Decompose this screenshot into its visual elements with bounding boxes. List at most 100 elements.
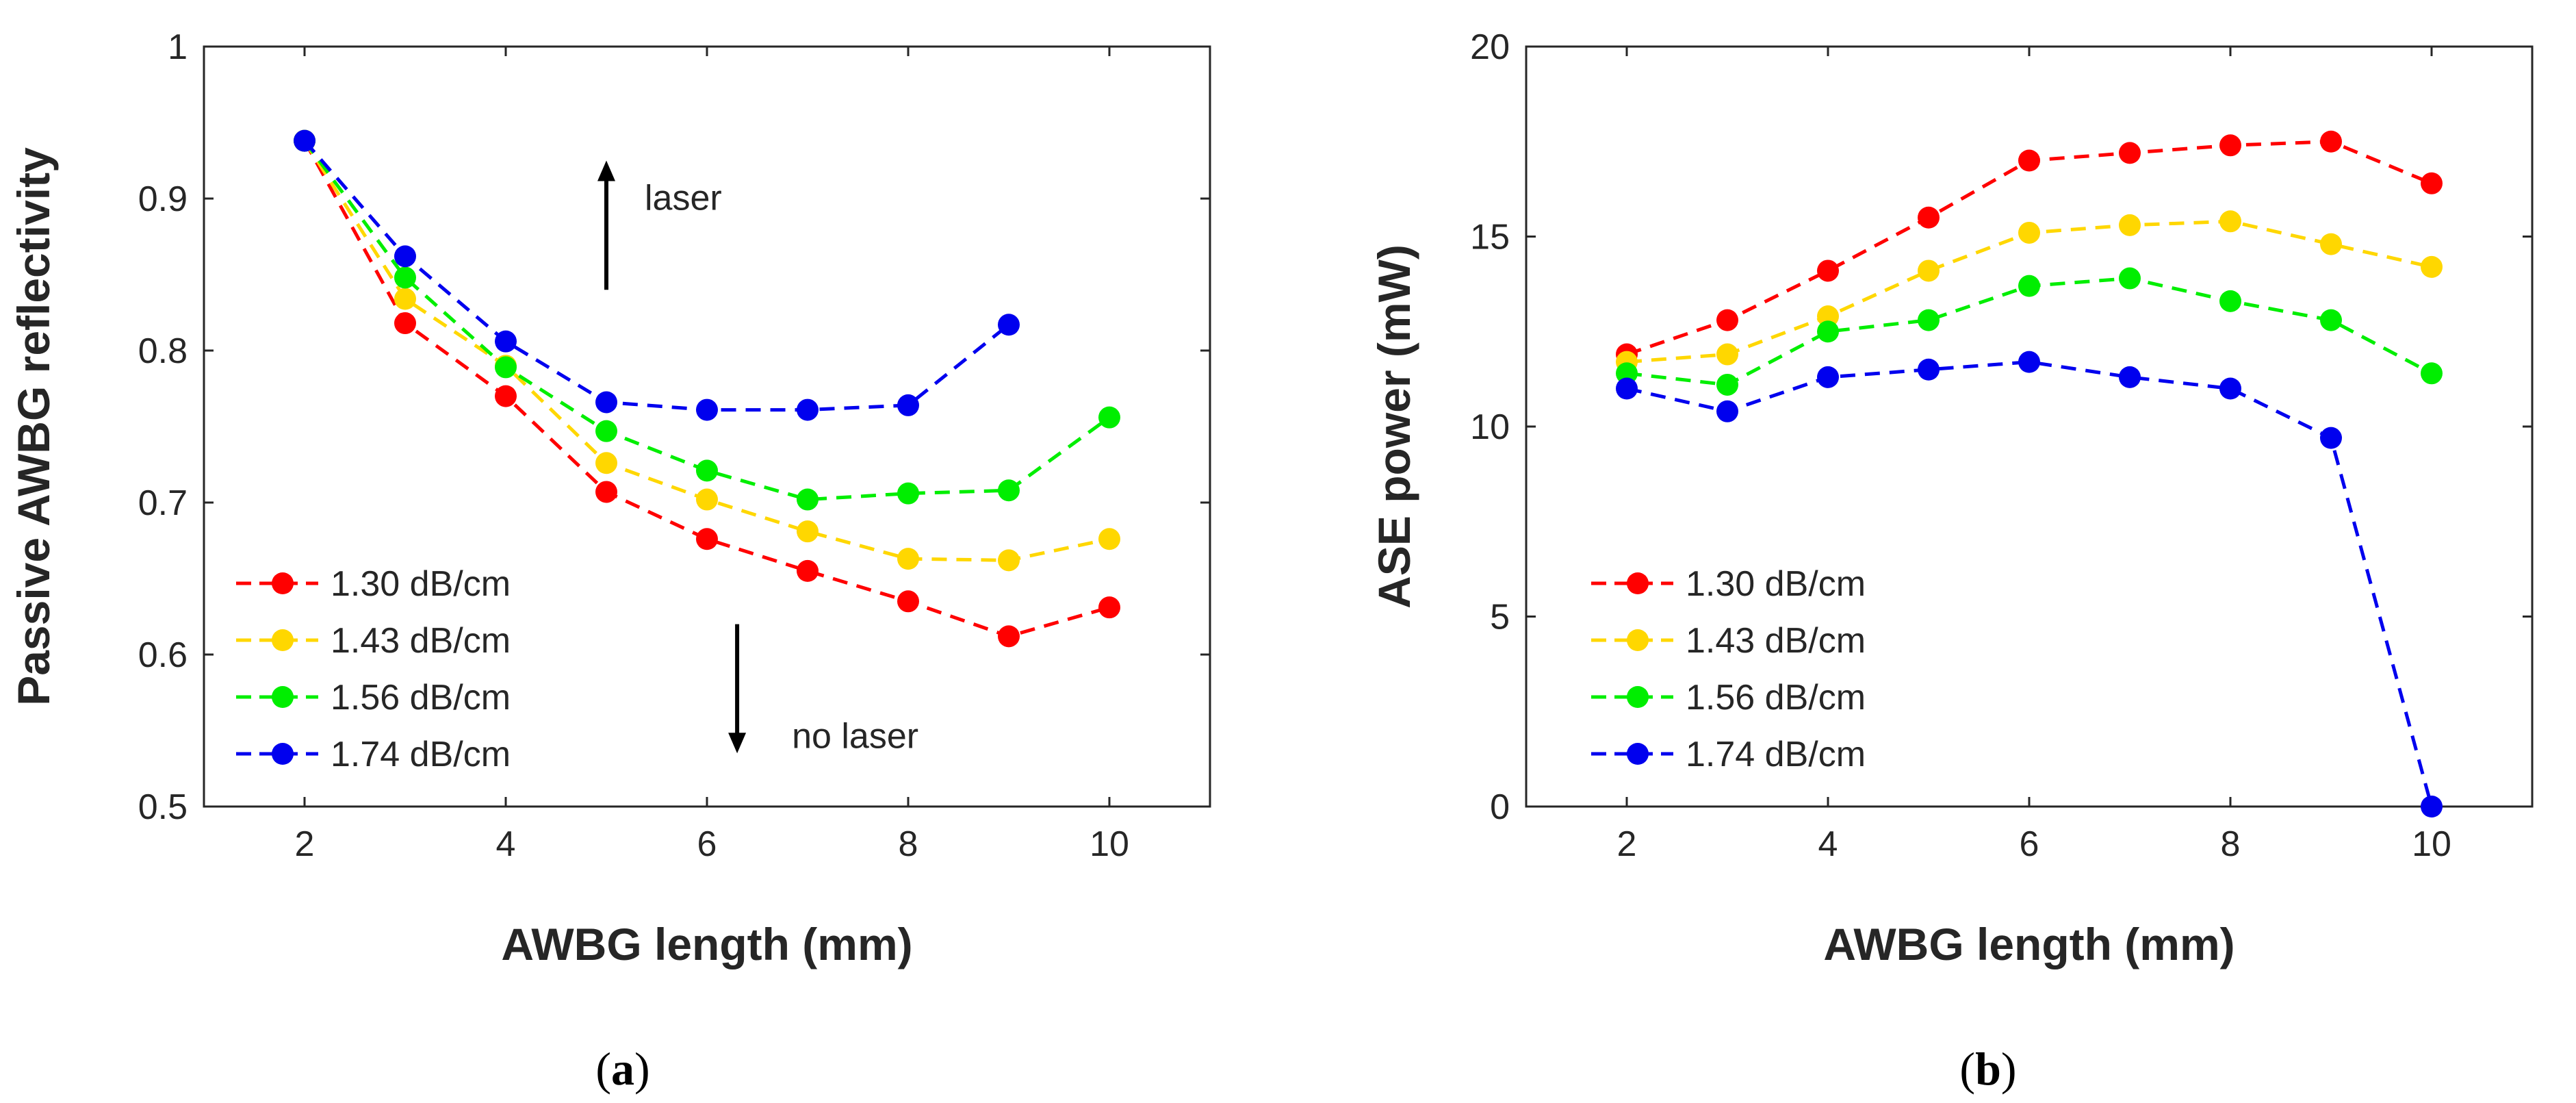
data-point: [1098, 528, 1120, 550]
y-tick-label: 0.8: [138, 331, 188, 371]
annotation-label: laser: [645, 179, 722, 218]
legend-marker: [272, 686, 294, 708]
chart-panel-a: 2 4 6 8 10 0.5 0.6 0.7 0.8 0.9 1 AWBG length (mm) Pa…: [8, 27, 1211, 1095]
annotation-label: no laser: [792, 716, 918, 756]
y-axis-title: ASE power (mW): [1369, 244, 1419, 609]
data-point: [394, 266, 416, 289]
data-point: [1616, 362, 1638, 385]
data-point: [2219, 290, 2241, 312]
data-point: [2320, 233, 2342, 255]
data-point: [394, 245, 416, 268]
y-tick-label: 20: [1470, 27, 1510, 67]
legend-label: 1.74 dB/cm: [1686, 735, 1866, 774]
series-line: [1626, 140, 2432, 356]
data-point: [1817, 366, 1839, 388]
y-axis-title: Passive AWBG reflectivity: [8, 147, 59, 706]
data-point: [998, 549, 1020, 572]
data-point: [2421, 255, 2443, 278]
data-point: [2320, 427, 2342, 449]
y-tick-label: 5: [1490, 598, 1510, 637]
y-tick-label: 1: [168, 27, 188, 67]
data-point: [394, 288, 416, 310]
data-point: [1918, 358, 1940, 381]
data-point: [2421, 362, 2443, 385]
data-point: [998, 625, 1020, 648]
data-point: [1918, 206, 1940, 229]
x-tick-label: 8: [899, 824, 918, 864]
chart-panel-b: 2 4 6 8 10 0 5 10 15 20 AWBG length (mm) ASE power …: [1369, 27, 2534, 1095]
y-tick-label: 15: [1470, 218, 1510, 257]
x-axis-title: AWBG length (mm): [1823, 919, 2234, 969]
data-point: [797, 488, 819, 511]
data-point: [1918, 259, 1940, 282]
annotation-laser: laser: [597, 160, 722, 290]
data-point: [1716, 373, 1738, 396]
legend-marker: [1627, 743, 1649, 765]
data-point: [1716, 400, 1738, 422]
data-point: [998, 479, 1020, 502]
x-tick-label: 8: [2221, 824, 2241, 864]
arrow-head-icon: [728, 733, 747, 754]
legend-marker: [1627, 686, 1649, 708]
data-point: [595, 452, 617, 474]
data-point: [2219, 210, 2241, 233]
data-point: [1098, 406, 1120, 429]
legend-marker: [1627, 572, 1649, 594]
arrow-head-icon: [597, 160, 615, 181]
data-point: [696, 459, 718, 482]
data-point: [797, 398, 819, 421]
data-point: [1817, 305, 1839, 328]
data-point: [2018, 149, 2040, 172]
legend: 1.30 dB/cm 1.43 dB/cm 1.56 dB/cm 1.74 dB/cm: [236, 564, 511, 774]
data-point: [797, 520, 819, 543]
y-tick-label: 0: [1490, 787, 1510, 827]
x-tick-label: 6: [2020, 824, 2039, 864]
data-point: [1716, 309, 1738, 331]
y-tick-label: 0.6: [138, 635, 188, 675]
data-point: [2219, 134, 2241, 157]
legend-label: 1.56 dB/cm: [1686, 678, 1866, 718]
data-point: [696, 528, 718, 550]
legend: 1.30 dB/cm 1.43 dB/cm 1.56 dB/cm 1.74 dB/cm: [1591, 564, 1866, 774]
data-point: [2119, 267, 2141, 290]
legend-label: 1.30 dB/cm: [331, 564, 511, 604]
legend-marker: [272, 743, 294, 765]
x-tick-label: 2: [1617, 824, 1637, 864]
data-point: [696, 488, 718, 511]
series-1-43-db-cm: [1616, 210, 2443, 373]
data-point: [2320, 130, 2342, 153]
series-1-56-db-cm: [1616, 267, 2443, 396]
data-point: [495, 356, 517, 379]
y-tick-label: 10: [1470, 407, 1510, 447]
data-point: [1817, 259, 1839, 282]
data-point: [2320, 309, 2342, 331]
data-point: [2018, 351, 2040, 373]
legend-label: 1.43 dB/cm: [1686, 621, 1866, 661]
data-point: [2119, 142, 2141, 164]
series-1-74-db-cm: [1616, 351, 2443, 817]
data-point: [1098, 596, 1120, 619]
x-tick-label: 4: [496, 824, 516, 864]
legend-marker: [272, 629, 294, 651]
data-point: [1716, 343, 1738, 366]
legend-label: 1.43 dB/cm: [331, 621, 511, 661]
data-point: [1817, 320, 1839, 343]
x-tick-label: 4: [1818, 824, 1838, 864]
legend-label: 1.30 dB/cm: [1686, 564, 1866, 604]
data-point: [897, 482, 919, 505]
data-point: [897, 394, 919, 416]
series-1-30-db-cm: [1616, 130, 2443, 366]
data-point: [1918, 309, 1940, 331]
data-point: [495, 330, 517, 353]
data-point: [595, 420, 617, 442]
y-tick-label: 0.9: [138, 179, 188, 219]
data-point: [2018, 221, 2040, 244]
data-point: [897, 590, 919, 613]
data-point: [2119, 214, 2141, 236]
legend-label: 1.56 dB/cm: [331, 678, 511, 718]
x-tick-label: 10: [1090, 824, 1129, 864]
panel-caption: (a): [595, 1043, 649, 1095]
data-point: [2421, 172, 2443, 194]
data-point: [696, 398, 718, 421]
